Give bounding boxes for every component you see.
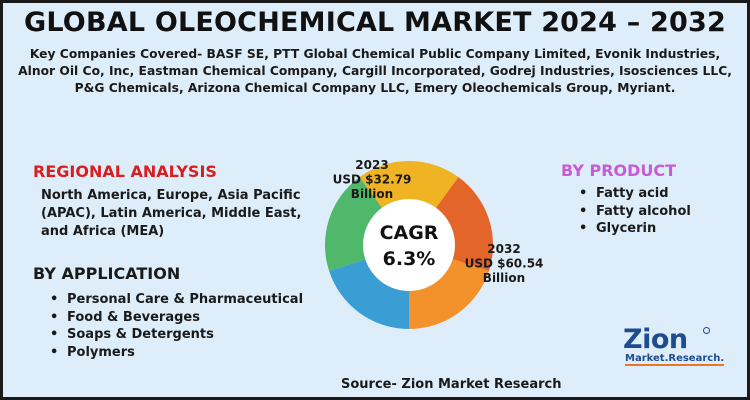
by-application-heading: BY APPLICATION bbox=[33, 264, 181, 283]
product-item: Glycerin bbox=[566, 220, 691, 238]
source-caption: Source- Zion Market Research bbox=[341, 377, 562, 392]
data-label: 2023 bbox=[355, 158, 388, 172]
application-item: Personal Care & Pharmaceutical bbox=[37, 291, 303, 309]
data-label: 2032 bbox=[487, 242, 520, 256]
application-item: Soaps & Detergents bbox=[37, 326, 303, 344]
data-label: USD $60.54 bbox=[465, 257, 544, 271]
page-title: GLOBAL OLEOCHEMICAL MARKET 2024 – 2032 bbox=[23, 7, 726, 38]
data-label: Billion bbox=[351, 187, 393, 201]
product-item: Fatty alcohol bbox=[566, 203, 691, 221]
registered-mark-icon bbox=[703, 327, 710, 334]
logo-wordmark: Zion bbox=[623, 324, 688, 355]
logo-subtitle: Market.Research. bbox=[625, 353, 725, 366]
application-list: Personal Care & Pharmaceutical Food & Be… bbox=[37, 291, 303, 361]
donut-hole bbox=[363, 199, 455, 291]
zion-logo: Zion Market.Research. bbox=[623, 324, 725, 366]
regional-analysis-text: North America, Europe, Asia Pacific (APA… bbox=[41, 188, 302, 239]
product-list: Fatty acid Fatty alcohol Glycerin bbox=[566, 185, 691, 238]
application-item: Polymers bbox=[37, 344, 303, 362]
product-item: Fatty acid bbox=[566, 185, 691, 203]
cagr-value: 6.3% bbox=[383, 248, 436, 270]
regional-analysis-heading: REGIONAL ANALYSIS bbox=[33, 162, 217, 181]
application-item: Food & Beverages bbox=[37, 309, 303, 327]
by-product-heading: BY PRODUCT bbox=[561, 161, 677, 180]
key-companies-text: Key Companies Covered- BASF SE, PTT Glob… bbox=[18, 47, 732, 95]
data-label: USD $32.79 bbox=[333, 173, 412, 187]
cagr-label: CAGR bbox=[380, 222, 439, 244]
data-label: Billion bbox=[483, 271, 525, 285]
